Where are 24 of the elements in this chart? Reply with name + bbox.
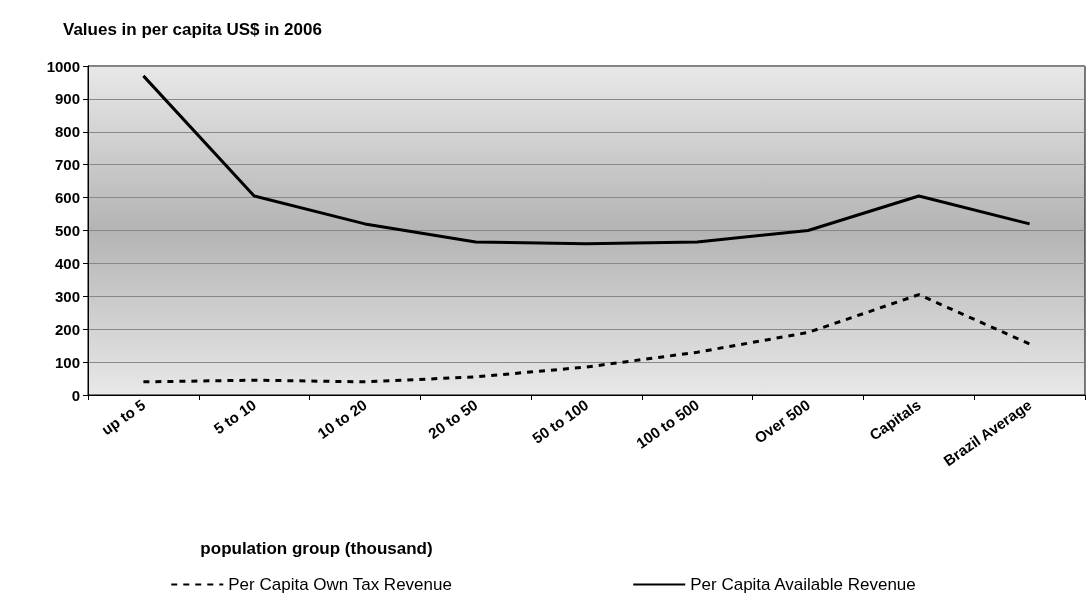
- x-tick-label: 100 to 500: [632, 396, 703, 452]
- y-tick-label: 200: [54, 320, 80, 338]
- y-tick-label: 100: [54, 353, 80, 371]
- y-tick-label: 0: [71, 386, 80, 404]
- y-tick-label: 400: [54, 254, 80, 272]
- y-tick-label: 300: [54, 287, 80, 305]
- y-tick-label: 700: [54, 156, 80, 174]
- x-tick-label: Over 500: [751, 396, 813, 447]
- y-axis-title: Values in per capita US$ in 2006: [63, 20, 322, 39]
- y-tick-label: 800: [54, 123, 80, 141]
- line-series: [141, 74, 1032, 246]
- x-tick-label: up to 5: [98, 396, 149, 439]
- x-tick-label: 20 to 50: [425, 396, 481, 443]
- legend-label: Per Capita Available Revenue: [690, 575, 916, 594]
- y-tick-label: 900: [54, 90, 80, 108]
- legend-label: Per Capita Own Tax Revenue: [228, 575, 452, 594]
- x-tick-label: 5 to 10: [210, 396, 260, 438]
- y-tick-label: 600: [54, 189, 80, 207]
- y-tick-label: 1000: [46, 57, 80, 75]
- x-axis-title: population group (thousand): [200, 539, 433, 558]
- x-tick-label: 10 to 20: [314, 396, 370, 443]
- x-tick-label: 50 to 100: [529, 396, 592, 447]
- line-series: [141, 293, 1032, 384]
- y-tick-label: 500: [54, 222, 80, 239]
